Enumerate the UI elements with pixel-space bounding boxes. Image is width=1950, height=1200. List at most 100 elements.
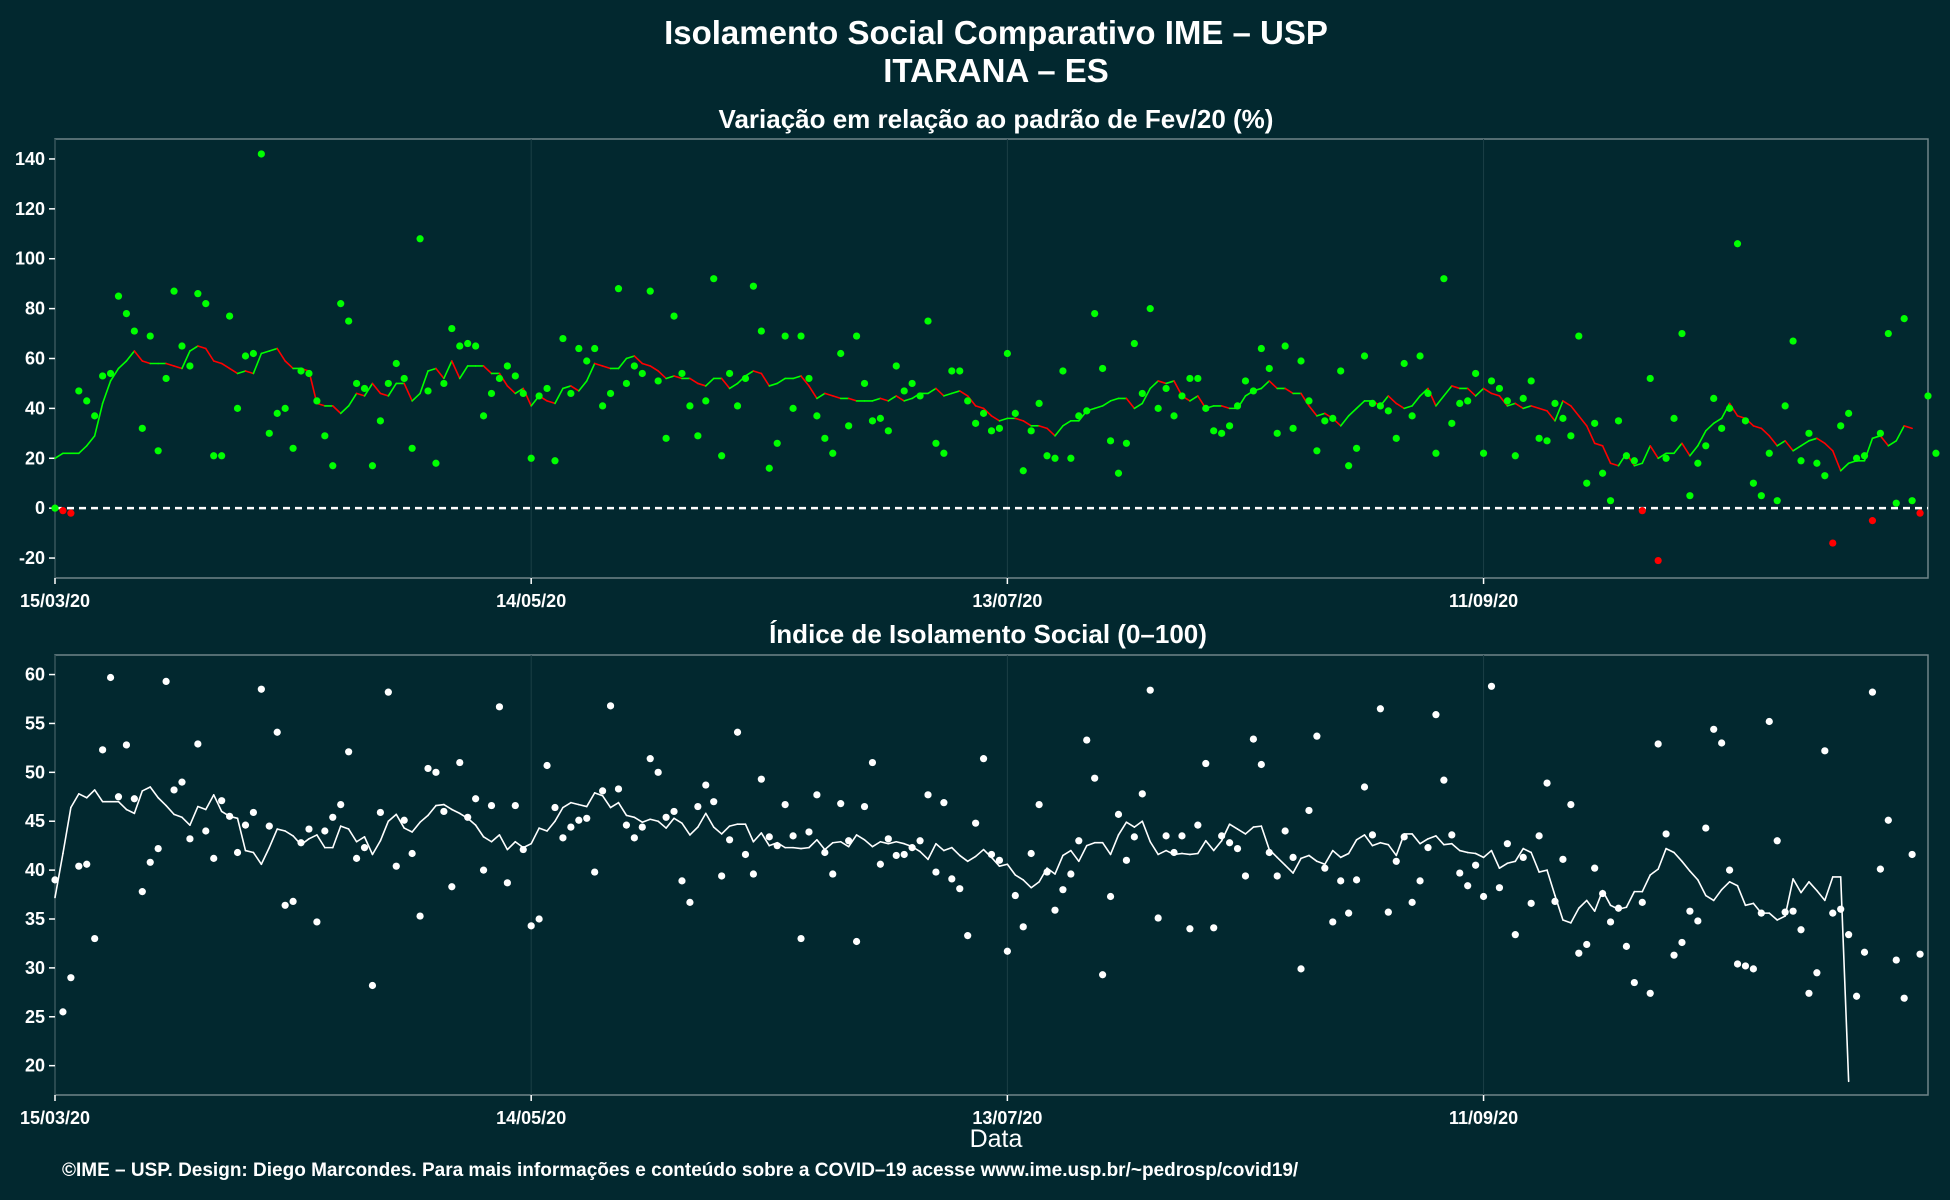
y-tick-label: 25	[25, 1007, 45, 1027]
moving-average-segment	[570, 801, 580, 806]
data-point	[908, 379, 916, 388]
data-point	[1551, 897, 1559, 906]
moving-average-segment	[1316, 860, 1326, 866]
moving-average-segment	[347, 392, 358, 407]
data-point	[106, 369, 115, 378]
x-tick-label: 15/03/20	[20, 591, 90, 611]
data-point	[1789, 337, 1797, 345]
moving-average-segment	[443, 360, 453, 380]
moving-average-segment	[451, 808, 461, 815]
moving-average-segment	[1085, 841, 1096, 847]
data-point	[876, 414, 884, 422]
data-point	[1321, 417, 1329, 425]
data-point	[130, 327, 138, 335]
moving-average-segment	[1474, 387, 1485, 397]
moving-average-segment	[482, 365, 493, 375]
moving-average-segment	[1046, 427, 1056, 437]
data-point	[162, 374, 170, 383]
data-point	[1694, 459, 1702, 467]
moving-average-segment	[1577, 899, 1588, 910]
data-point	[948, 875, 956, 883]
data-point	[59, 507, 67, 515]
data-point	[741, 374, 750, 383]
moving-average-segment	[1133, 820, 1144, 828]
moving-average-segment	[657, 370, 667, 380]
data-point	[1313, 447, 1321, 455]
moving-average-segment	[1649, 868, 1659, 876]
data-point	[1678, 329, 1686, 338]
data-point	[749, 282, 758, 290]
data-point	[1392, 857, 1400, 865]
data-point	[1694, 917, 1702, 925]
data-point	[1329, 918, 1337, 926]
moving-average-segment	[1101, 400, 1112, 407]
moving-average-segment	[998, 863, 1009, 868]
moving-average-segment	[831, 840, 842, 844]
data-point	[1202, 759, 1210, 768]
moving-average-segment	[951, 390, 961, 395]
moving-average-segment	[1300, 854, 1310, 860]
data-point	[1170, 412, 1178, 420]
moving-average-segment	[855, 834, 866, 841]
data-point	[678, 877, 686, 885]
data-point	[233, 848, 242, 857]
x-tick-label: 11/09/20	[1449, 1108, 1518, 1128]
data-point	[392, 359, 400, 368]
moving-average-segment	[720, 377, 731, 390]
data-point	[1535, 832, 1543, 840]
data-point	[1797, 457, 1805, 465]
moving-average-segment	[990, 856, 1001, 868]
moving-average-segment	[506, 840, 517, 851]
data-point	[1765, 717, 1773, 726]
moving-average-segment	[181, 816, 191, 826]
data-point	[1638, 898, 1646, 906]
data-point	[1249, 387, 1258, 395]
moving-average-segment	[1435, 395, 1445, 407]
data-point	[321, 432, 329, 440]
moving-average-segment	[760, 372, 771, 387]
data-point	[1138, 389, 1146, 398]
data-point	[376, 417, 384, 425]
data-point	[1273, 872, 1281, 880]
data-point	[646, 287, 654, 295]
moving-average-segment	[236, 817, 247, 852]
data-point	[535, 392, 543, 400]
data-point	[622, 379, 631, 388]
data-point	[1083, 407, 1091, 415]
moving-average-segment	[165, 362, 175, 367]
data-point	[972, 419, 980, 427]
moving-average-segment	[284, 830, 294, 837]
data-point	[321, 827, 329, 835]
moving-average-segment	[1530, 405, 1540, 410]
moving-average-segment	[697, 382, 707, 387]
moving-average-segment	[443, 803, 453, 811]
moving-average-segment	[189, 345, 199, 352]
moving-average-segment	[863, 838, 874, 848]
data-point	[1408, 412, 1416, 420]
moving-average-segment	[673, 375, 683, 380]
moving-average-segment	[935, 387, 945, 397]
data-point	[226, 812, 234, 820]
moving-average-segment	[1522, 405, 1532, 410]
moving-average-segment	[562, 801, 572, 809]
data-point	[630, 362, 638, 370]
data-point	[1059, 886, 1067, 894]
data-point	[1456, 399, 1464, 407]
data-point	[456, 342, 464, 350]
data-point	[1416, 877, 1424, 885]
moving-average-segment	[1665, 847, 1675, 854]
data-point	[1892, 956, 1900, 964]
data-point	[1225, 839, 1234, 847]
data-point	[75, 862, 83, 870]
moving-average-segment	[141, 786, 152, 792]
moving-average-segment	[1411, 833, 1421, 845]
data-point	[1757, 492, 1765, 500]
moving-average-segment	[474, 824, 485, 838]
y-tick-label: 40	[25, 398, 45, 418]
moving-average-segment	[1355, 834, 1366, 841]
data-point	[1741, 962, 1750, 970]
x-tick-label: 14/05/20	[496, 591, 566, 611]
moving-average-segment	[451, 360, 461, 380]
data-point	[813, 412, 821, 420]
data-point	[400, 374, 408, 383]
